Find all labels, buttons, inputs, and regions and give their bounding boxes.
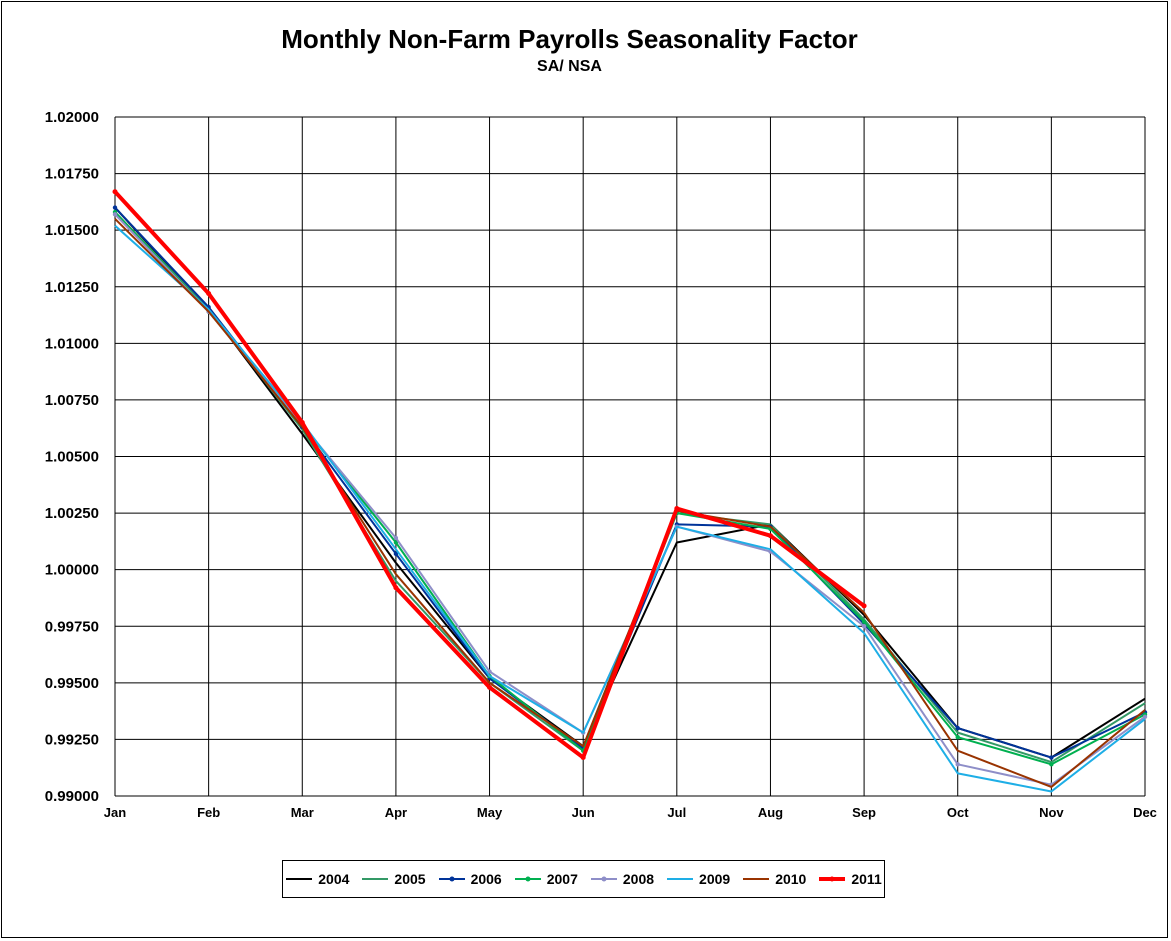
y-tick-label: 1.01500 — [45, 222, 99, 239]
y-axis-ticks: 0.99000 0.99250 0.99500 0.99750 1.00000 1.002… — [45, 109, 99, 805]
data-point-2011 — [767, 533, 773, 539]
data-point-2006 — [393, 551, 399, 557]
data-point-2006 — [112, 205, 118, 210]
y-tick-label: 1.02000 — [45, 109, 99, 126]
legend-label: 2005 — [394, 871, 426, 887]
x-tick-label: Sep — [852, 805, 876, 820]
legend-swatch — [438, 876, 465, 882]
data-point-2007 — [393, 540, 399, 545]
legend-swatch — [819, 876, 846, 882]
y-tick-label: 1.01000 — [45, 335, 99, 352]
data-point-2008 — [1142, 714, 1148, 719]
x-tick-label: Jun — [572, 805, 595, 820]
x-tick-label: Nov — [1039, 805, 1064, 820]
y-tick-label: 0.99750 — [45, 618, 99, 635]
y-tick-label: 1.00500 — [45, 449, 99, 466]
legend-swatch — [514, 876, 541, 882]
legend-swatch — [590, 876, 617, 882]
series-line-2009 — [114, 224, 1146, 793]
chart-subtitle: SA/ NSA — [537, 58, 602, 75]
legend-item-2004: 2004 — [285, 871, 349, 887]
data-point-2006 — [955, 725, 960, 731]
legend-label: 2006 — [470, 871, 502, 887]
data-point-2011 — [299, 420, 305, 426]
data-point-2008 — [393, 535, 399, 541]
legend-label: 2010 — [775, 871, 807, 887]
series-line-2010 — [114, 218, 1146, 788]
y-tick-label: 1.01750 — [45, 166, 99, 183]
x-tick-label: Aug — [758, 805, 783, 820]
data-point-2011 — [393, 585, 399, 591]
legend-item-2011: 2011 — [818, 871, 882, 887]
data-point-2007 — [1049, 762, 1054, 767]
legend-item-2010: 2010 — [742, 871, 806, 887]
x-tick-label: May — [477, 805, 503, 820]
legend-swatch — [743, 878, 770, 880]
x-tick-label: Mar — [291, 805, 314, 820]
data-point-2011 — [206, 291, 212, 297]
data-point-2006 — [1049, 755, 1054, 760]
series-line-2008 — [114, 213, 1146, 786]
legend-label: 2004 — [318, 871, 350, 887]
series-line-2006 — [114, 206, 1146, 759]
x-tick-label: Oct — [947, 805, 969, 820]
legend-item-2008: 2008 — [590, 871, 654, 887]
data-point-2008 — [487, 669, 492, 674]
x-axis-ticks: Jan Feb Mar Apr May Jun Jul Aug Sep Oct Nov Dec — [104, 805, 1157, 820]
y-tick-label: 0.99500 — [45, 675, 99, 692]
data-point-2011 — [580, 755, 586, 761]
y-tick-label: 0.99250 — [45, 731, 99, 748]
y-tick-label: 1.00000 — [45, 562, 99, 579]
legend-label: 2011 — [851, 871, 882, 887]
data-point-2011 — [112, 189, 118, 195]
y-tick-label: 1.00750 — [45, 392, 99, 409]
y-tick-label: 1.01250 — [45, 279, 99, 296]
legend-item-2005: 2005 — [361, 871, 426, 887]
data-point-2008 — [955, 762, 960, 767]
legend: 2004 2005 2006 2007 2008 2009 2010 2011 — [282, 860, 885, 898]
x-tick-label: Dec — [1133, 805, 1157, 820]
series-lines — [112, 189, 1148, 793]
data-point-2008 — [861, 624, 867, 629]
data-point-2007 — [861, 619, 867, 624]
legend-swatch — [362, 878, 389, 880]
y-tick-label: 1.00250 — [45, 505, 99, 522]
data-point-2011 — [674, 506, 680, 512]
series-line-2004 — [114, 206, 1146, 759]
legend-swatch — [286, 878, 313, 880]
legend-label: 2009 — [699, 871, 731, 887]
grid-lines — [114, 116, 1146, 797]
data-point-2007 — [955, 734, 960, 740]
x-tick-label: Jan — [104, 805, 126, 820]
x-tick-label: Apr — [385, 805, 407, 820]
x-tick-label: Feb — [197, 805, 220, 820]
x-tick-label: Jul — [667, 805, 686, 820]
legend-item-2009: 2009 — [666, 871, 730, 887]
chart-title: Monthly Non-Farm Payrolls Seasonality Fa… — [281, 24, 858, 54]
legend-swatch — [667, 878, 694, 880]
data-point-2011 — [861, 603, 867, 609]
legend-label: 2007 — [546, 871, 578, 887]
series-line-2005 — [114, 211, 1146, 764]
data-point-2011 — [487, 684, 493, 690]
legend-label: 2008 — [622, 871, 655, 887]
series-line-2007 — [114, 211, 1146, 766]
y-tick-label: 0.99000 — [45, 788, 99, 805]
data-point-2008 — [112, 212, 118, 217]
legend-item-2006: 2006 — [438, 871, 502, 887]
legend-item-2007: 2007 — [514, 871, 578, 887]
